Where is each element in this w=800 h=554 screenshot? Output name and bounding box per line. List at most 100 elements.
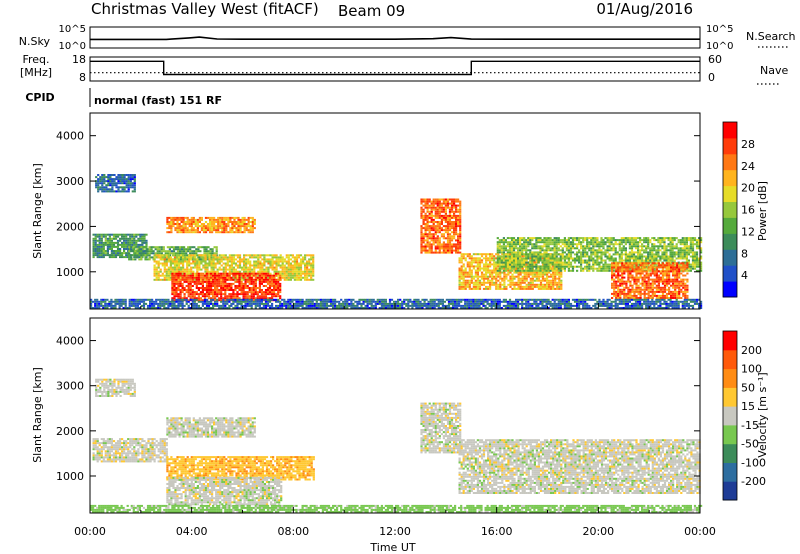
heatmap-cell	[594, 259, 597, 262]
heatmap-cell	[667, 245, 670, 248]
heatmap-cell	[114, 245, 118, 248]
heatmap-cell	[517, 251, 520, 254]
heatmap-cell	[554, 271, 557, 274]
heatmap-cell	[556, 283, 559, 286]
heatmap-cell	[549, 249, 552, 252]
heatmap-cell	[523, 271, 526, 274]
heatmap-cell	[535, 259, 538, 262]
heatmap-cell	[171, 293, 174, 296]
heatmap-cell	[220, 256, 223, 259]
heatmap-cell	[279, 291, 282, 294]
heatmap-cell	[310, 270, 313, 273]
heatmap-cell	[165, 254, 168, 257]
heatmap-cell	[535, 251, 538, 254]
heatmap-cell	[503, 259, 506, 262]
heatmap-cell	[610, 241, 613, 244]
heatmap-cell	[555, 245, 558, 248]
heatmap-cell	[275, 285, 278, 287]
heatmap-cell	[177, 260, 181, 263]
heatmap-cell	[293, 268, 296, 271]
heatmap-cell	[545, 247, 548, 250]
heatmap-cell	[622, 247, 625, 250]
heatmap-cell	[275, 287, 278, 289]
heatmap-cell	[551, 247, 554, 250]
heatmap-cell	[271, 293, 274, 296]
heatmap-cell	[502, 249, 505, 252]
heatmap-cell	[639, 249, 642, 252]
heatmap-cell	[586, 239, 589, 242]
heatmap-cell	[504, 253, 507, 256]
heatmap-cell	[218, 256, 221, 259]
heatmap-cell	[647, 245, 650, 248]
heatmap-cell	[232, 295, 235, 298]
heatmap-cell	[252, 297, 255, 300]
heatmap-cell	[196, 262, 199, 265]
heatmap-cell	[109, 180, 112, 183]
heatmap-cell	[436, 235, 439, 238]
heatmap-cell	[216, 289, 219, 291]
heatmap-cell	[649, 259, 652, 262]
heatmap-cell	[153, 274, 156, 277]
heatmap-cell	[246, 297, 249, 300]
heatmap-cell	[560, 281, 563, 284]
nsky-top-tick: 10^5	[59, 24, 86, 35]
heatmap-cell	[188, 258, 191, 261]
heatmap-cell	[552, 275, 555, 278]
heatmap-cell	[671, 257, 674, 260]
heatmap-cell	[590, 237, 593, 240]
heatmap-cell	[689, 251, 692, 254]
freq-trace	[90, 60, 700, 76]
heatmap-cell	[241, 260, 244, 263]
heatmap-cell	[218, 282, 221, 285]
heatmap-cell	[450, 198, 454, 201]
heatmap-cell	[194, 254, 197, 257]
heatmap-cell	[669, 251, 672, 254]
heatmap-cell	[555, 249, 558, 252]
heatmap-cell	[109, 184, 112, 187]
heatmap-cell	[104, 243, 107, 246]
heatmap-cell	[667, 249, 670, 252]
heatmap-cell	[103, 180, 106, 183]
heatmap-cell	[165, 276, 168, 279]
heatmap-cell	[663, 249, 666, 252]
heatmap-cell	[238, 276, 241, 279]
heatmap-cell	[299, 266, 303, 269]
heatmap-cell	[634, 245, 638, 248]
heatmap-cell	[565, 253, 568, 256]
heatmap-cell	[512, 257, 516, 260]
heatmap-cell	[523, 237, 526, 240]
heatmap-cell	[211, 252, 214, 255]
heatmap-cell	[140, 246, 143, 249]
heatmap-cell	[512, 251, 516, 254]
heatmap-cell	[500, 241, 503, 244]
heatmap-cell	[630, 253, 634, 256]
heatmap-cell	[199, 258, 202, 261]
heatmap-cell	[578, 249, 581, 252]
heatmap-cell	[567, 237, 570, 240]
heatmap-cell	[190, 268, 193, 271]
heatmap-cell	[201, 299, 204, 302]
heatmap-cell	[567, 249, 570, 252]
heatmap-cell	[212, 285, 215, 287]
heatmap-cell	[556, 271, 559, 274]
heatmap-cell	[434, 200, 437, 203]
heatmap-cell	[119, 243, 122, 246]
heatmap-cell	[133, 241, 136, 244]
heatmap-cell	[186, 256, 189, 259]
heatmap-cell	[212, 268, 215, 271]
heatmap-cell	[632, 243, 636, 246]
heatmap-cell	[519, 255, 522, 258]
heatmap-cell	[525, 247, 528, 250]
heatmap-cell	[567, 257, 570, 260]
heatmap-cell	[563, 259, 566, 262]
heatmap-cell	[567, 247, 570, 250]
heatmap-cell	[474, 265, 477, 268]
heatmap-cell	[129, 233, 132, 236]
heatmap-cell	[139, 235, 142, 238]
heatmap-cell	[125, 190, 128, 193]
heatmap-cell	[476, 259, 479, 262]
heatmap-cell	[436, 243, 439, 246]
heatmap-cell	[480, 261, 484, 264]
heatmap-cell	[185, 250, 188, 253]
heatmap-cell	[491, 253, 494, 256]
